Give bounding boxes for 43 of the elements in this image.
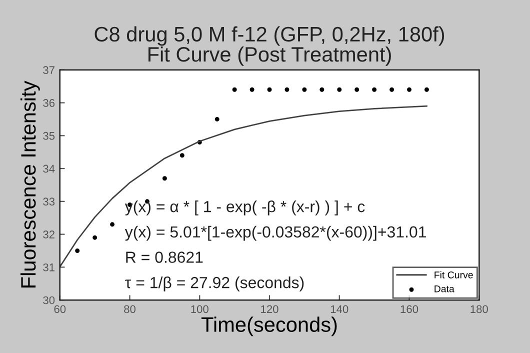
point xyxy=(390,87,394,92)
y-tick-label: 33 xyxy=(43,198,55,206)
y-tick-label: 35 xyxy=(43,132,55,140)
y-tick-label: 36 xyxy=(43,99,55,107)
x-axis-title: Time(seconds) xyxy=(201,316,337,336)
y-tick-label: 34 xyxy=(43,164,55,173)
legend-label: Fit Curve xyxy=(434,271,473,278)
annotation: y(x) = 5.01*[1-exp(-0.03582*(x-60))]+31.01 xyxy=(124,226,426,241)
line-series xyxy=(60,105,428,268)
point xyxy=(180,153,184,158)
point xyxy=(267,87,272,92)
annotation: R = 0.8621 xyxy=(126,252,203,263)
x-tick-label: 160 xyxy=(400,305,418,314)
y-axis-title: Fluorescence Intensity xyxy=(20,80,40,288)
point xyxy=(284,87,290,92)
point xyxy=(214,116,220,122)
point xyxy=(92,235,98,240)
x-tick-label: 120 xyxy=(261,305,278,314)
point xyxy=(162,176,167,181)
point xyxy=(250,87,254,92)
point xyxy=(372,87,377,92)
point xyxy=(110,222,115,227)
annotation: y(x) = α * [ 1 - exp( -β * (x-r) ) ] + c xyxy=(124,200,365,216)
point xyxy=(320,87,324,92)
x-tick-label: 100 xyxy=(191,305,208,314)
point xyxy=(354,87,360,92)
point xyxy=(337,87,342,92)
y-tick-label: 32 xyxy=(43,230,54,238)
point xyxy=(232,87,237,92)
y-tick-label: 31 xyxy=(43,263,54,272)
legend-label: Data xyxy=(434,286,454,292)
y-tick-label: 30 xyxy=(43,296,55,304)
annotation: τ = 1/β = 27.92 (seconds) xyxy=(125,276,304,292)
point xyxy=(75,248,80,253)
point xyxy=(302,87,307,92)
y-tick-label: 37 xyxy=(43,66,54,74)
x-tick-label: 140 xyxy=(330,305,348,314)
x-tick-label: 80 xyxy=(124,305,136,314)
chart-title: C8 drug 5,0 M f-12 (GFP, 0,2Hz, 180f) Fit Curve (Post Treatment) xyxy=(94,26,444,66)
x-tick-label: 60 xyxy=(54,305,66,314)
x-tick-label: 180 xyxy=(470,305,488,314)
point xyxy=(407,87,412,92)
point xyxy=(424,87,429,92)
